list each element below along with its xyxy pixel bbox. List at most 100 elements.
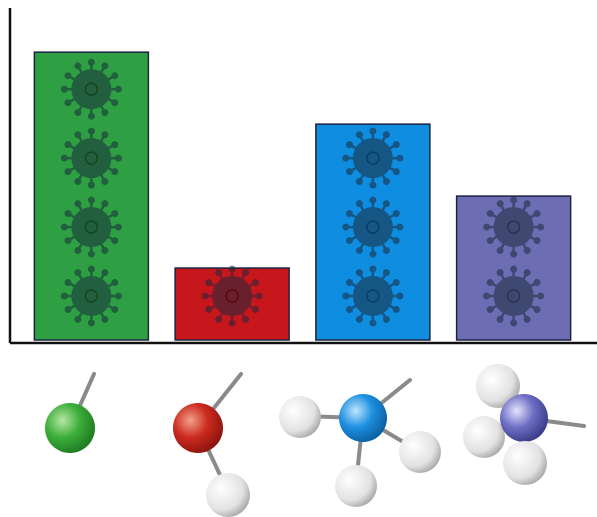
virus-knob <box>60 85 68 93</box>
virus-knob <box>533 306 541 313</box>
virus-knob <box>228 265 236 273</box>
virus-knob <box>382 246 390 254</box>
virus-knob <box>111 210 119 218</box>
virus-knob <box>345 210 353 218</box>
virus-icon <box>60 127 122 189</box>
virus-knob <box>342 223 350 231</box>
virus-knob <box>242 269 250 277</box>
virus-icon <box>60 58 122 120</box>
virus-knob <box>345 237 353 245</box>
virus-knob <box>74 315 82 323</box>
virus-knob <box>114 223 122 231</box>
virus-icon <box>342 196 404 258</box>
virus-knob <box>392 279 400 286</box>
virus-knob <box>74 178 82 186</box>
virus-knob <box>64 141 72 149</box>
virus-knob <box>382 131 390 139</box>
virus-knob <box>215 269 223 277</box>
virus-knob <box>382 315 390 323</box>
virus-knob <box>87 319 95 327</box>
virus-knob <box>205 306 213 313</box>
virus-knob <box>392 306 400 313</box>
virus-knob <box>523 246 531 254</box>
virus-knob <box>64 306 72 313</box>
virus-knob <box>205 279 213 286</box>
virus-knob <box>74 131 82 139</box>
virus-body <box>352 138 393 179</box>
virus-knob <box>355 315 363 323</box>
virus-knob <box>355 178 363 186</box>
virus-knob <box>64 72 72 80</box>
virus-body <box>352 207 393 248</box>
virus-knob <box>392 237 400 245</box>
virus-knob <box>355 200 363 208</box>
virus-core <box>366 151 380 165</box>
virus-icon <box>483 265 545 327</box>
virus-icon <box>342 127 404 189</box>
virus-knob <box>483 223 491 231</box>
virus-knob <box>228 319 236 327</box>
virus-knob <box>345 168 353 176</box>
virus-knob <box>74 62 82 70</box>
virus-knob <box>111 306 119 313</box>
virus-knob <box>111 279 119 286</box>
virus-body <box>212 276 253 316</box>
virus-knob <box>242 315 250 323</box>
virus-knob <box>345 141 353 149</box>
virus-body <box>493 207 534 248</box>
virus-knob <box>355 269 363 277</box>
virus-knob <box>396 223 404 231</box>
virus-knob <box>510 250 518 258</box>
virus-knob <box>111 168 119 176</box>
virus-knob <box>201 292 209 300</box>
virus-knob <box>396 154 404 162</box>
virus-knob <box>101 269 109 277</box>
virus-knob <box>64 99 72 107</box>
virus-knob <box>523 315 531 323</box>
virus-icon <box>342 265 404 327</box>
virus-icon <box>60 265 122 327</box>
virus-knob <box>87 250 95 258</box>
virus-knob <box>101 315 109 323</box>
virus-knob <box>101 109 109 117</box>
virus-knob <box>215 315 223 323</box>
virus-knob <box>537 223 545 231</box>
virus-body <box>71 276 112 316</box>
virus-knob <box>74 109 82 117</box>
virus-knob <box>87 112 95 120</box>
virus-knob <box>496 269 504 277</box>
virus-knob <box>382 178 390 186</box>
virus-icon <box>201 265 263 327</box>
virus-icon <box>483 196 545 258</box>
virus-core <box>84 289 99 303</box>
molecule-blue <box>279 378 441 507</box>
virus-knob <box>392 168 400 176</box>
virus-knob <box>396 292 404 300</box>
virus-knob <box>252 279 260 286</box>
virus-knob <box>101 131 109 139</box>
virus-body <box>352 276 393 316</box>
virus-knob <box>523 200 531 208</box>
molecules <box>45 364 586 517</box>
virus-knob <box>252 306 260 313</box>
virus-knob <box>486 210 494 218</box>
virus-knob <box>533 210 541 218</box>
virus-knob <box>533 279 541 286</box>
virus-knob <box>111 141 119 149</box>
virus-knob <box>483 292 491 300</box>
virus-knob <box>111 72 119 80</box>
virus-knob <box>101 178 109 186</box>
virus-knob <box>255 292 263 300</box>
virus-knob <box>74 246 82 254</box>
virus-knob <box>382 269 390 277</box>
virus-knob <box>87 196 95 204</box>
virus-knob <box>74 200 82 208</box>
plot-area <box>33 51 572 341</box>
virus-knob <box>510 265 518 273</box>
virus-body <box>71 138 112 179</box>
virus-knob <box>486 279 494 286</box>
virus-knob <box>111 237 119 245</box>
virus-body <box>493 276 534 316</box>
